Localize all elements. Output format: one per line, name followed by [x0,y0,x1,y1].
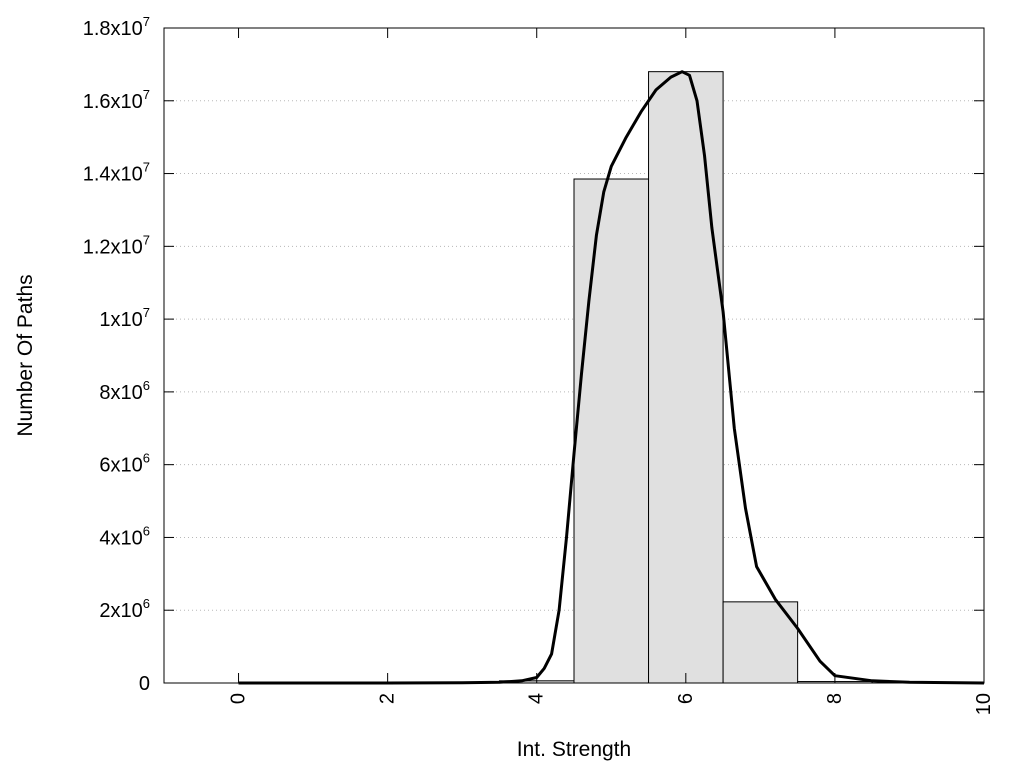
grid-lines [164,100,984,611]
y-tick-label: 1.6x107 [83,87,150,113]
x-axis-label: Int. Strength [517,738,631,761]
histogram-bar [573,178,650,684]
x-tick-label: 2 [377,693,399,704]
y-tick-label: 6x106 [99,451,150,477]
histogram-bar [648,71,724,684]
y-ticks: 0 2x106 4x106 6x106 8x106 1x107 1.2x107 1.4x107… [83,14,984,695]
y-tick-label: 2x106 [99,596,150,622]
y-axis-label: Number Of Paths [14,274,37,436]
x-tick-label: 4 [526,693,548,704]
y-tick-label: 8x106 [99,378,150,404]
y-tick-label: 4x106 [99,523,150,549]
y-tick-label: 1x107 [99,305,150,331]
y-tick-label: 0 [139,673,150,695]
y-tick-label: 1.2x107 [83,232,150,258]
histogram-bars [424,71,873,684]
y-tick-label: 1.8x107 [83,14,150,40]
x-tick-label: 10 [973,693,995,715]
x-tick-label: 6 [675,693,697,704]
y-tick-label: 1.4x107 [83,160,150,186]
x-tick-label: 0 [228,693,250,704]
plot-frame [163,27,985,684]
x-tick-label: 8 [824,693,846,704]
x-ticks: 0 2 4 6 8 10 [228,28,995,715]
